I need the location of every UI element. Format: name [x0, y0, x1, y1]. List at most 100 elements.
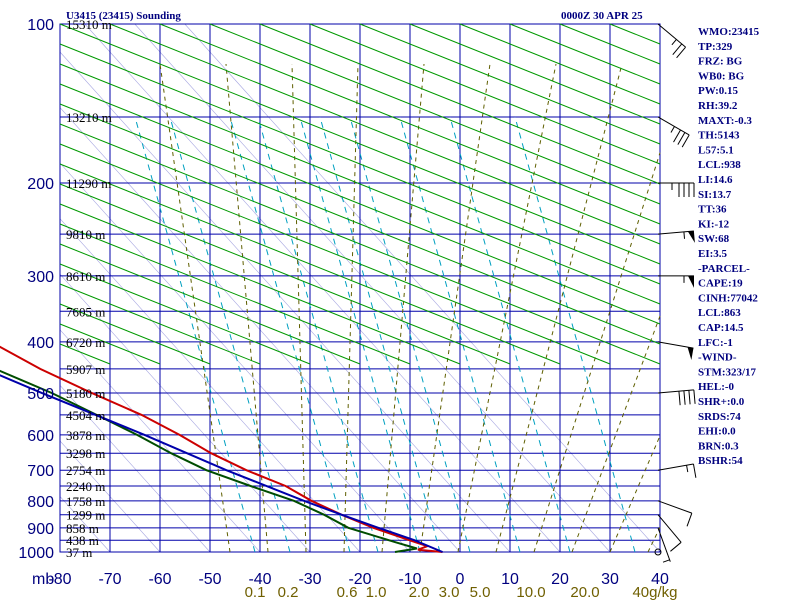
mixing-ratio-line — [229, 116, 351, 553]
height-label: 5907 m — [66, 362, 105, 377]
skew-isotherm — [59, 385, 211, 553]
dry-adiabat — [59, 163, 561, 365]
index-item: CINH:77042 — [698, 292, 758, 304]
temperature-tick-label: -40 — [248, 571, 271, 588]
pressure-tick-label: 300 — [27, 269, 54, 286]
wind-barb — [657, 500, 693, 527]
temperature-tick-label: 0 — [456, 571, 465, 588]
dry-adiabat — [59, 303, 211, 365]
height-label: 2240 m — [66, 479, 105, 494]
mixing-ratio-line — [319, 116, 441, 553]
sounding-time: 0000Z 30 APR 25 — [561, 10, 643, 22]
dry-adiabat — [59, 263, 311, 365]
dewpoint-profile — [0, 369, 418, 553]
index-item: LCL:938 — [698, 159, 741, 171]
dry-adiabat — [559, 23, 661, 65]
wind-barb — [657, 230, 695, 243]
moist-adiabat — [609, 435, 661, 553]
index-item: BRN:0.3 — [698, 440, 739, 452]
dry-adiabat — [459, 23, 661, 105]
index-item: SRDS:74 — [698, 411, 741, 423]
temperature-profile — [0, 345, 443, 553]
height-label: 15310 m — [66, 17, 112, 32]
index-item: WB0: BG — [698, 70, 745, 82]
moist-adiabat — [647, 527, 661, 553]
profile-layer — [0, 345, 443, 553]
index-item: RH:39.2 — [698, 100, 738, 112]
dry-adiabat — [359, 23, 661, 145]
dry-adiabat — [59, 243, 361, 365]
mixing-ratio-line — [349, 116, 471, 553]
mixing-ratio-line — [257, 116, 379, 553]
skew-isotherm — [84, 23, 561, 553]
dry-adiabat — [259, 23, 661, 185]
skew-isotherm — [59, 162, 411, 553]
temperature-tick-label: 40 — [651, 571, 669, 588]
dry-adiabat — [59, 283, 261, 365]
index-item: CAP:14.5 — [698, 322, 744, 334]
temperature-tick-label: -70 — [98, 571, 121, 588]
wind-barb — [654, 548, 662, 556]
pressure-tick-label: 900 — [27, 521, 54, 538]
temperature-tick-label: -80 — [48, 571, 71, 588]
index-item: EHI:0.0 — [698, 426, 736, 438]
index-item: LFC:-1 — [698, 337, 733, 349]
index-item: KI:-12 — [698, 218, 730, 230]
skew-isotherm — [59, 218, 361, 553]
index-item: FRZ: BG — [698, 56, 743, 68]
pressure-tick-label: 1000 — [18, 545, 54, 562]
pressure-tick-label: 400 — [27, 335, 54, 352]
moist-adiabat — [159, 63, 231, 553]
skew-isotherm — [59, 496, 111, 553]
wind-barb — [658, 182, 695, 197]
dry-adiabat — [59, 43, 661, 285]
mixing-ratio-line — [399, 116, 521, 553]
moist-adiabat — [533, 152, 661, 553]
mixing-ratio-label: 3.0 — [439, 584, 460, 600]
skew-isotherm — [59, 440, 161, 553]
index-item: LI:14.6 — [698, 174, 733, 186]
dry-adiabat — [59, 183, 511, 365]
wind-barb — [657, 463, 697, 478]
height-label: 11290 m — [66, 176, 111, 191]
index-item: LCL:863 — [698, 307, 741, 319]
index-item: BSHR:54 — [698, 455, 743, 467]
mixing-ratio-label: 20.0 — [570, 584, 599, 600]
height-label: 8610 m — [66, 269, 105, 284]
temperature-tick-label: 30 — [601, 571, 619, 588]
height-label: 1299 m — [66, 508, 105, 523]
mixing-ratio-line — [514, 116, 636, 553]
index-item: EI:3.5 — [698, 248, 728, 260]
moist-adiabat — [381, 63, 425, 553]
moist-adiabat — [457, 63, 557, 553]
mixing-ratio-layer — [134, 116, 636, 553]
wind-barb — [657, 341, 694, 360]
height-label: 3298 m — [66, 446, 105, 461]
index-item: TT:36 — [698, 204, 727, 216]
index-item: WMO:23415 — [698, 26, 760, 38]
mixing-ratio-line — [134, 116, 256, 553]
height-label: 858 m — [66, 521, 99, 536]
index-item: MAXT:-0.3 — [698, 115, 752, 127]
dry-adiabat — [59, 103, 661, 345]
dry-adiabat — [409, 23, 661, 125]
dry-adiabat — [59, 63, 661, 305]
index-item: STM:323/17 — [698, 366, 757, 378]
mixing-ratio-label: 0.6 — [337, 584, 358, 600]
pressure-tick-label: 100 — [27, 17, 54, 34]
index-item: TP:329 — [698, 41, 733, 53]
dry-adiabat — [159, 23, 661, 225]
dry-adiabat — [509, 23, 661, 85]
height-label: 7605 m — [66, 304, 105, 319]
index-item: SHR+:0.0 — [698, 396, 745, 408]
index-item: TH:5143 — [698, 130, 740, 142]
moist-adiabat-layer — [159, 63, 661, 553]
pressure-unit-label: mb — [32, 571, 54, 588]
temperature-tick-label: -60 — [148, 571, 171, 588]
moist-adiabat — [419, 63, 491, 553]
index-item: SI:13.7 — [698, 189, 732, 201]
mixing-ratio-line — [299, 116, 421, 553]
